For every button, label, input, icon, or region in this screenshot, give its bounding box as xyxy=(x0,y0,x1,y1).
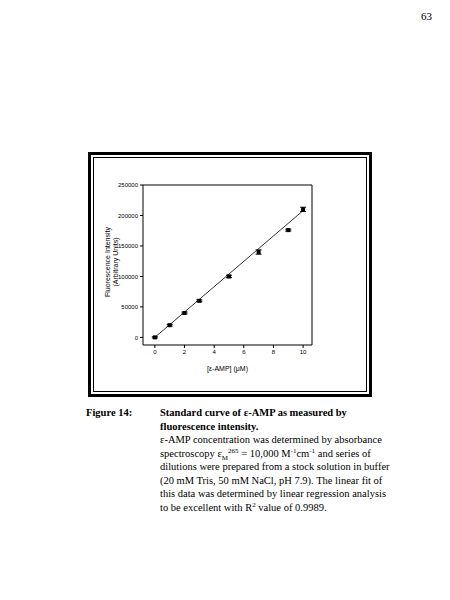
html-text:265= 10,000 M-1cm-1and series: 265= 10,000 M-1cm-1and series of dilutio… xyxy=(160,446,390,513)
html-text:ε-AMP concentration was determ: ε-AMP concentration was determined by ab… xyxy=(160,434,382,462)
html-text:Standard curve of ε-AMP as mea: Standard curve of ε-AMP as measured by f… xyxy=(160,407,347,432)
svg-text:0: 0 xyxy=(153,349,157,355)
html-text:(Arbitrary Units): (Arbitrary Units) xyxy=(112,237,119,287)
svg-text:200000: 200000 xyxy=(118,213,139,219)
svg-text:150000: 150000 xyxy=(118,243,139,249)
svg-text:4: 4 xyxy=(212,349,216,355)
svg-text:[ε-AMP] (μM): [ε-AMP] (μM) xyxy=(207,365,248,373)
svg-text:8: 8 xyxy=(272,349,276,355)
svg-text:250000: 250000 xyxy=(118,182,139,188)
html-text:63: 63 xyxy=(421,10,432,22)
svg-text:50000: 50000 xyxy=(121,304,138,310)
svg-text:2: 2 xyxy=(183,349,187,355)
svg-text:0: 0 xyxy=(135,335,139,341)
svg-text:6: 6 xyxy=(242,349,246,355)
html-text:Fluorescence Intensity: Fluorescence Intensity xyxy=(104,227,111,297)
svg-text:10: 10 xyxy=(300,349,307,355)
html-text:Figure 14:: Figure 14: xyxy=(86,407,133,418)
svg-text:100000: 100000 xyxy=(118,274,139,280)
